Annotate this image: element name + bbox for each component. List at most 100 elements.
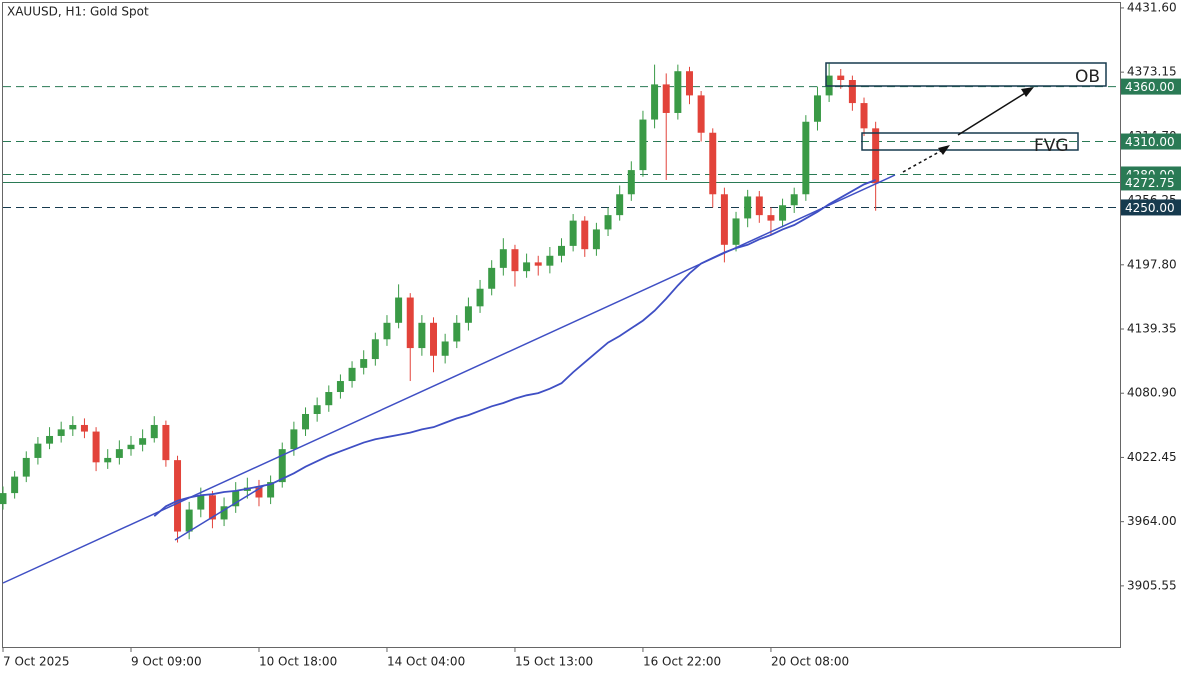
candle-body bbox=[755, 196, 763, 216]
candle-body bbox=[220, 506, 228, 520]
y-tick-label: 4431.60 bbox=[1127, 0, 1177, 14]
candle-body bbox=[697, 95, 705, 133]
candle-body bbox=[383, 322, 391, 340]
candle-body bbox=[685, 71, 693, 96]
candle-body bbox=[360, 359, 368, 368]
candle-body bbox=[395, 297, 403, 323]
level-label: 4250.00 bbox=[1125, 201, 1175, 215]
candle-body bbox=[127, 444, 135, 450]
candle-body bbox=[208, 495, 216, 520]
candle-body bbox=[476, 288, 484, 307]
level-label-box bbox=[1121, 133, 1181, 150]
candle-body bbox=[662, 84, 670, 113]
candle-body bbox=[302, 413, 310, 430]
x-tick-label: 15 Oct 13:00 bbox=[515, 655, 593, 669]
ob-zone bbox=[825, 62, 1107, 87]
candle-body bbox=[92, 431, 100, 463]
y-tick-label: 4022.45 bbox=[1127, 450, 1177, 464]
level-label: 4272.75 bbox=[1125, 176, 1175, 190]
candle-body bbox=[872, 128, 880, 184]
level-label: 4360.00 bbox=[1125, 80, 1175, 94]
candle-body bbox=[627, 170, 635, 195]
candle-body bbox=[0, 493, 7, 505]
trendline bbox=[2, 174, 896, 584]
x-tick-label: 10 Oct 18:00 bbox=[259, 655, 337, 669]
level-label-box bbox=[1121, 174, 1181, 191]
chart-title: XAUUSD, H1: Gold Spot bbox=[7, 5, 149, 19]
candle-body bbox=[34, 443, 42, 458]
x-tick-label: 14 Oct 04:00 bbox=[387, 655, 465, 669]
level-label-box bbox=[1121, 78, 1181, 95]
x-tick-label: 9 Oct 09:00 bbox=[131, 655, 202, 669]
candle-body bbox=[336, 381, 344, 393]
candle-body bbox=[592, 229, 600, 250]
fvg-zone bbox=[861, 132, 1079, 151]
candle-body bbox=[150, 424, 158, 439]
candle-body bbox=[57, 429, 65, 436]
moving-average bbox=[153, 179, 876, 517]
candle-body bbox=[767, 215, 775, 221]
candle-body bbox=[674, 71, 682, 113]
candle-body bbox=[499, 249, 507, 268]
candle-body bbox=[418, 322, 426, 349]
candle-body bbox=[46, 435, 54, 444]
y-tick-label: 4139.35 bbox=[1127, 322, 1177, 336]
arrow-head bbox=[938, 145, 950, 155]
candle-body bbox=[546, 255, 554, 266]
candle-body bbox=[115, 449, 123, 458]
candle-body bbox=[558, 245, 565, 256]
arrow-head bbox=[1021, 87, 1034, 97]
candle-body bbox=[790, 194, 798, 206]
x-tick-label: 7 Oct 2025 bbox=[3, 655, 70, 669]
candle-body bbox=[744, 196, 752, 219]
candle-body bbox=[848, 80, 856, 104]
candle-body bbox=[581, 220, 589, 250]
candle-body bbox=[11, 476, 19, 494]
arrow bbox=[957, 89, 1031, 136]
candle-body bbox=[837, 75, 845, 81]
y-tick-label: 4080.90 bbox=[1127, 386, 1177, 400]
candle-body bbox=[290, 429, 298, 450]
candle-body bbox=[406, 297, 414, 349]
candle-body bbox=[488, 267, 496, 289]
candle-body bbox=[802, 121, 810, 195]
candle-body bbox=[371, 339, 379, 360]
candle-body bbox=[255, 487, 263, 498]
candle-body bbox=[104, 457, 112, 463]
candle-body bbox=[651, 84, 659, 120]
candle-body bbox=[325, 392, 333, 406]
candle-body bbox=[197, 495, 205, 510]
y-tick-label: 4373.15 bbox=[1127, 65, 1177, 79]
annotation: OB bbox=[1075, 67, 1100, 87]
x-tick-label: 16 Oct 22:00 bbox=[643, 655, 721, 669]
candle-body bbox=[453, 322, 461, 342]
candle-body bbox=[569, 220, 577, 246]
candle-body bbox=[348, 367, 356, 382]
candle-body bbox=[232, 490, 240, 507]
candle-body bbox=[720, 194, 728, 245]
annotation: FVG bbox=[1034, 136, 1069, 156]
candle-body bbox=[162, 424, 170, 461]
candle-body bbox=[616, 194, 624, 216]
plot-frame bbox=[2, 2, 1121, 648]
candle-body bbox=[267, 482, 275, 498]
candle-body bbox=[639, 119, 647, 171]
candle-body bbox=[174, 460, 182, 532]
candle-body bbox=[80, 424, 88, 432]
candle-body bbox=[709, 132, 717, 195]
candle-body bbox=[139, 438, 147, 445]
x-tick-label: 20 Oct 08:00 bbox=[771, 655, 849, 669]
level-label: 4310.00 bbox=[1125, 135, 1175, 149]
candle-body bbox=[860, 103, 868, 129]
candle-body bbox=[278, 449, 286, 483]
candle-body bbox=[523, 262, 531, 272]
y-tick-label: 3905.55 bbox=[1127, 578, 1177, 592]
candle-body bbox=[430, 322, 438, 356]
candle-body bbox=[604, 215, 612, 230]
candle-body bbox=[813, 95, 821, 122]
candle-body bbox=[313, 405, 321, 414]
candle-body bbox=[779, 205, 787, 221]
y-tick-label: 3964.00 bbox=[1127, 514, 1177, 528]
candle-body bbox=[69, 424, 77, 430]
